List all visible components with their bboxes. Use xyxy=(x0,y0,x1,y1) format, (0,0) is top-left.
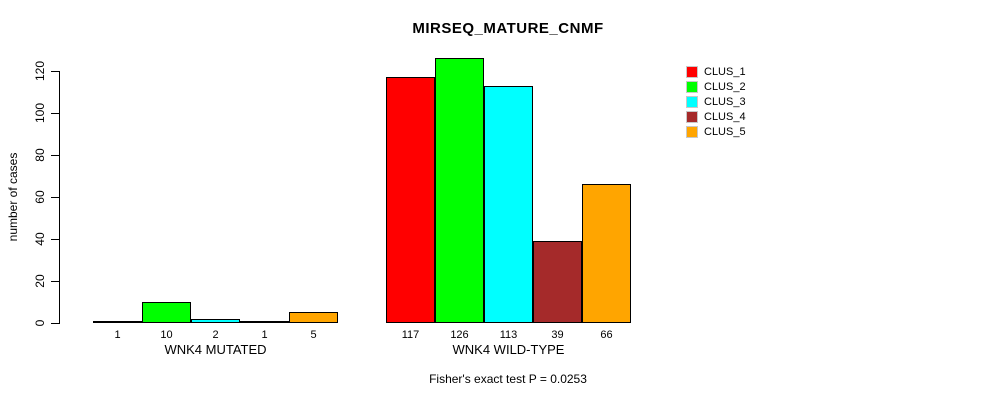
bar-clus_1-mutated xyxy=(93,321,142,323)
legend-label-clus_1: CLUS_1 xyxy=(704,66,746,78)
y-axis-tick-label: 0 xyxy=(33,319,47,327)
legend-label-clus_2: CLUS_2 xyxy=(704,81,746,93)
legend-swatch-clus_4 xyxy=(686,111,698,123)
bar-value-label: 117 xyxy=(401,329,420,341)
bar-value-label: 66 xyxy=(600,329,613,341)
legend-label-clus_4: CLUS_4 xyxy=(704,111,746,123)
bar-value-label: 2 xyxy=(212,329,219,341)
bar-clus_5-mutated xyxy=(289,312,338,323)
y-axis-tick xyxy=(51,71,59,72)
y-axis-tick xyxy=(51,197,59,198)
legend-swatch-clus_1 xyxy=(686,66,698,78)
bar-clus_1-wildtype xyxy=(386,77,435,323)
bar-clus_4-wildtype xyxy=(533,241,582,323)
bar-clus_3-wildtype xyxy=(484,86,533,323)
y-axis-tick-label: 40 xyxy=(33,232,47,246)
bar-clus_5-wildtype xyxy=(582,184,631,323)
y-axis-tick-label: 80 xyxy=(33,148,47,162)
bar-value-label: 126 xyxy=(450,329,469,341)
bar-value-label: 10 xyxy=(160,329,173,341)
y-axis-tick-label: 100 xyxy=(33,102,47,124)
legend-swatch-clus_3 xyxy=(686,96,698,108)
y-axis-tick xyxy=(51,323,59,324)
annotation-fisher-test: Fisher's exact test P = 0.0253 xyxy=(429,372,587,386)
y-axis-tick-label: 20 xyxy=(33,274,47,288)
bar-value-label: 113 xyxy=(499,329,518,341)
chart-title: MIRSEQ_MATURE_CNMF xyxy=(412,20,604,37)
bar-value-label: 39 xyxy=(551,329,564,341)
legend-swatch-clus_2 xyxy=(686,81,698,93)
category-label: WNK4 MUTATED xyxy=(164,342,267,357)
y-axis-tick xyxy=(51,281,59,282)
y-axis-tick-label: 60 xyxy=(33,190,47,204)
y-axis-line xyxy=(59,71,60,324)
bar-value-label: 5 xyxy=(310,329,317,341)
y-axis-tick xyxy=(51,155,59,156)
y-axis-label: number of cases xyxy=(6,152,20,242)
y-axis-tick-label: 120 xyxy=(33,60,47,82)
legend-label-clus_3: CLUS_3 xyxy=(704,96,746,108)
y-axis-tick xyxy=(51,239,59,240)
y-axis-tick xyxy=(51,113,59,114)
legend-label-clus_5: CLUS_5 xyxy=(704,126,746,138)
bar-clus_2-wildtype xyxy=(435,58,484,323)
bar-clus_3-mutated xyxy=(191,319,240,323)
bar-value-label: 1 xyxy=(114,329,121,341)
bar-clus_2-mutated xyxy=(142,302,191,323)
category-label: WNK4 WILD-TYPE xyxy=(452,342,565,357)
legend-swatch-clus_5 xyxy=(686,126,698,138)
bar-value-label: 1 xyxy=(261,329,268,341)
bar-clus_4-mutated xyxy=(240,321,289,323)
